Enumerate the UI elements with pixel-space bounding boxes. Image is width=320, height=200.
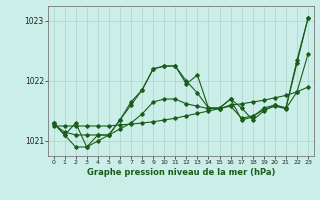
X-axis label: Graphe pression niveau de la mer (hPa): Graphe pression niveau de la mer (hPa) — [87, 168, 275, 177]
